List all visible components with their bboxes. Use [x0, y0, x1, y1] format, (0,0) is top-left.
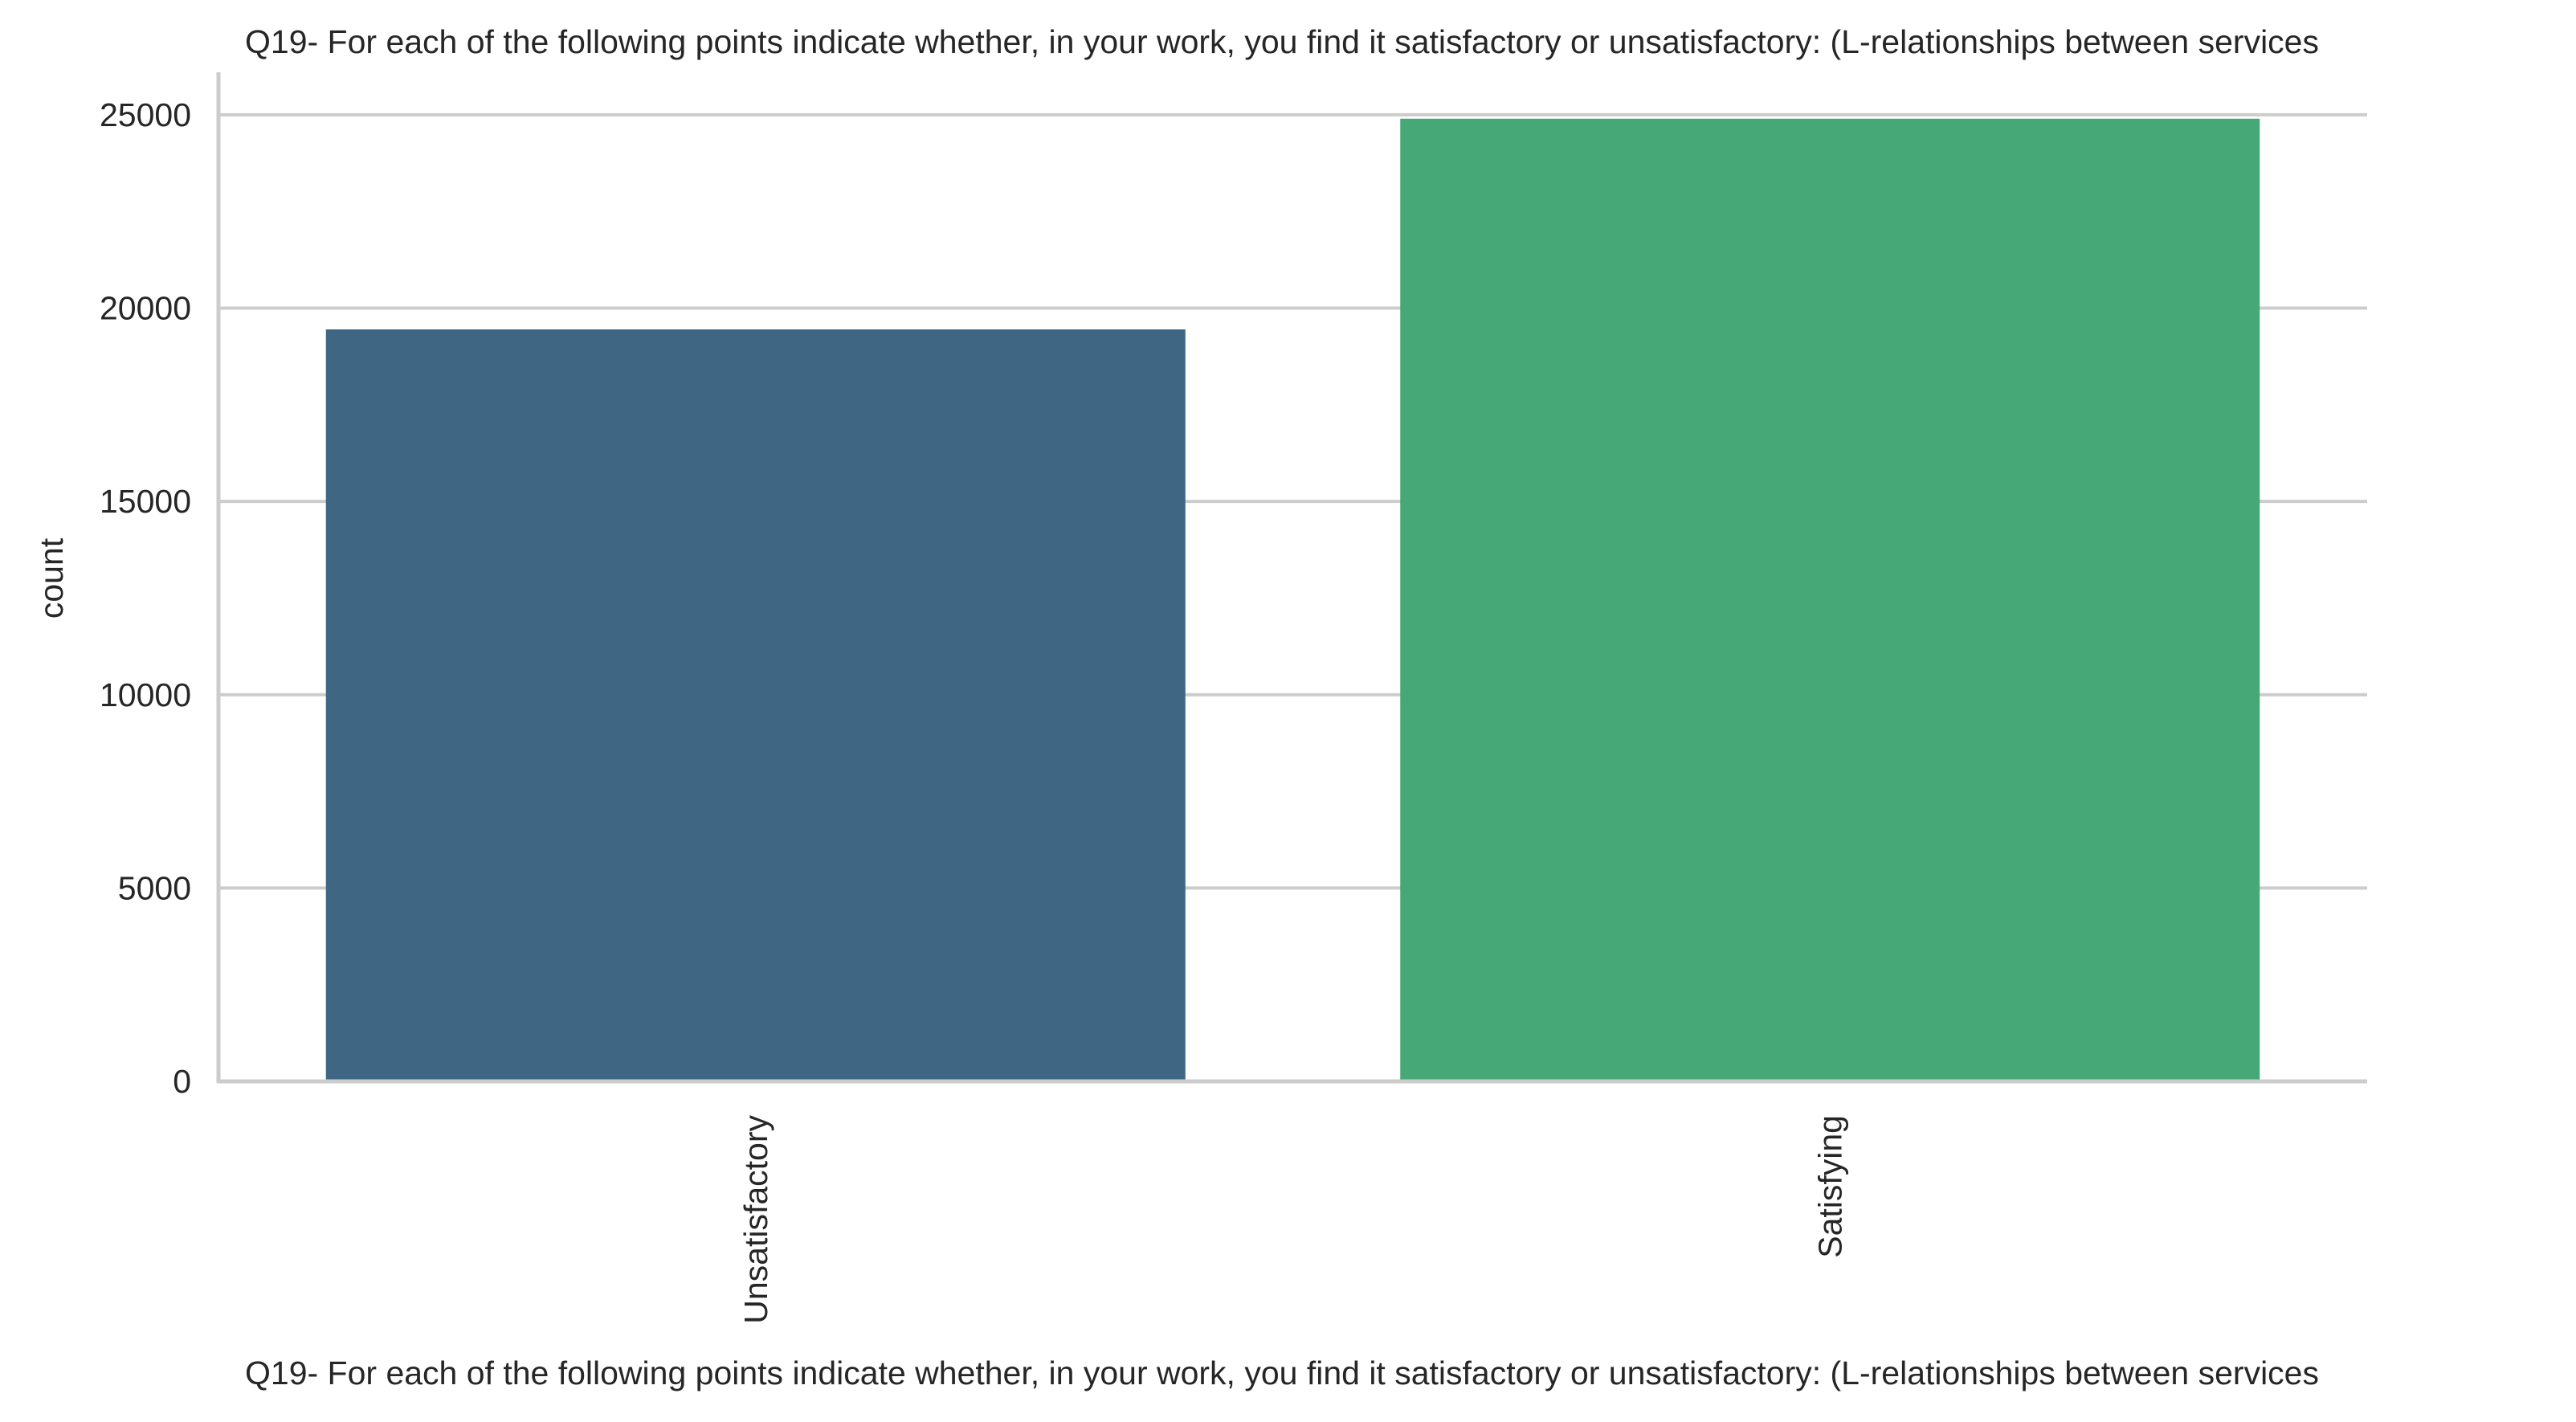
y-tick-labels: 0 5000 10000 15000 20000 25000 [100, 96, 191, 1100]
x-tick-label: Unsatisfactory [737, 1115, 774, 1324]
bar [325, 329, 1186, 1081]
axes [216, 72, 2367, 1084]
x-axis-label: Q19- For each of the following points in… [245, 1355, 2319, 1391]
y-tick-label: 10000 [100, 676, 191, 713]
bars [325, 118, 2260, 1082]
y-tick-label: 15000 [100, 483, 191, 520]
y-axis-label: count [33, 537, 70, 619]
bar [1400, 118, 2260, 1082]
y-tick-label: 0 [173, 1063, 191, 1100]
x-tick-labels: Unsatisfactory Satisfying [737, 1115, 1849, 1324]
y-tick-label: 25000 [100, 96, 191, 133]
chart-title: Q19- For each of the following points in… [245, 23, 2319, 60]
x-tick-label: Satisfying [1811, 1115, 1848, 1258]
y-tick-label: 20000 [100, 290, 191, 327]
y-tick-label: 5000 [118, 869, 191, 906]
